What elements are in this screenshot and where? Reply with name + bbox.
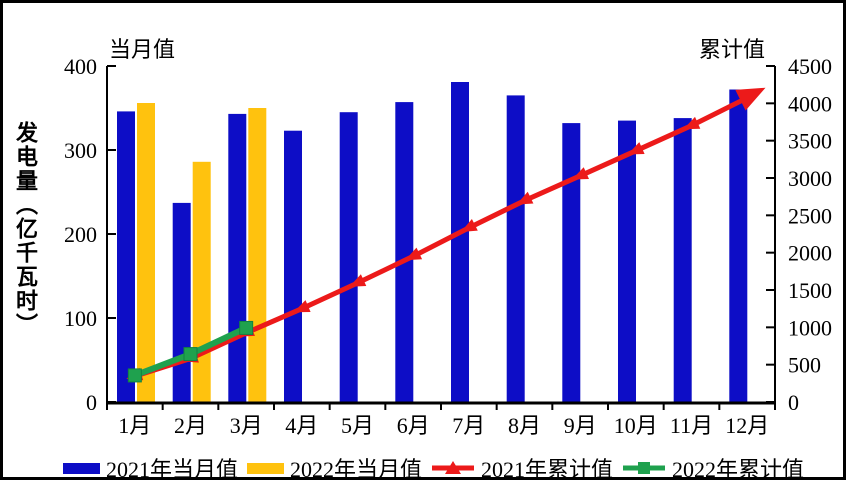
marker-2022年累计值-3月	[239, 320, 254, 335]
right-axis-tick-label: 0	[788, 390, 799, 415]
bar-2021年当月值-9月	[562, 123, 581, 402]
bar-2022年当月值-3月	[248, 108, 267, 402]
bar-2022年当月值-2月	[192, 161, 211, 402]
legend-label-2022-cumulative: 2022年累计值	[672, 457, 805, 480]
x-axis-label-3月: 3月	[230, 413, 263, 438]
left-axis-tick-label: 400	[64, 54, 97, 79]
right-axis-tick-label: 1500	[788, 278, 832, 303]
x-axis-label-7月: 7月	[452, 413, 485, 438]
left-axis-tick-label: 200	[64, 222, 97, 247]
legend-item-2022-monthly: 2022年当月值	[247, 452, 423, 480]
bar-2021年当月值-5月	[339, 112, 358, 402]
legend-label-2021-cumulative: 2021年累计值	[481, 457, 614, 480]
right-axis-tick-label: 1000	[788, 315, 832, 340]
bar-2021年当月值-6月	[395, 102, 414, 402]
x-axis-label-5月: 5月	[341, 413, 374, 438]
right-axis-header: 累计值	[699, 37, 766, 62]
legend-swatch-2021-cumulative	[431, 460, 475, 476]
right-axis-tick-label: 3000	[788, 166, 832, 191]
bar-2021年当月值-3月	[228, 113, 247, 403]
marker-2021年累计值-7月	[460, 219, 478, 232]
x-axis-label-1月: 1月	[118, 413, 151, 438]
bar-2022年当月值-1月	[137, 103, 155, 402]
marker-2021年累计值-9月	[571, 167, 589, 180]
marker-2022年累计值-2月	[183, 347, 198, 362]
right-axis-tick-label: 4000	[788, 91, 832, 116]
combo-chart-canvas: 0100200300400050010001500200025003000350…	[64, 54, 832, 438]
marker-2021年累计值-4月	[293, 300, 311, 313]
legend-swatch-2022-monthly	[247, 462, 285, 474]
marker-2021年累计值-5月	[349, 274, 367, 287]
legend-swatch-2022-cumulative	[622, 460, 666, 476]
right-axis-tick-label: 4500	[788, 54, 832, 79]
bar-2021年当月值-8月	[506, 95, 525, 403]
legend-label-2022-monthly: 2022年当月值	[290, 457, 423, 480]
x-axis-label-4月: 4月	[285, 413, 318, 438]
legend: 2021年当月值 2022年当月值 2021年累计值 2022年累计值	[63, 452, 839, 480]
left-axis-tick-label: 0	[86, 390, 97, 415]
legend-label-2021-monthly: 2021年当月值	[106, 457, 239, 480]
bar-2021年当月值-7月	[451, 82, 469, 402]
marker-2021年累计值-8月	[516, 191, 534, 205]
x-axis-label-2月: 2月	[174, 413, 207, 438]
left-axis-tick-label: 100	[64, 306, 97, 331]
right-axis-tick-label: 3500	[788, 129, 832, 154]
bar-2021年当月值-2月	[172, 202, 191, 402]
right-axis-tick-label: 2000	[788, 241, 832, 266]
right-axis-tick-label: 2500	[788, 203, 832, 228]
x-axis-label-6月: 6月	[397, 413, 430, 438]
marker-2021年累计值-10月	[627, 142, 645, 155]
marker-2021年累计值-6月	[405, 247, 423, 261]
x-axis-label-9月: 9月	[564, 413, 597, 438]
x-axis-label-11月: 11月	[670, 413, 713, 438]
legend-swatch-2021-monthly	[63, 462, 100, 474]
legend-item-2021-monthly: 2021年当月值	[63, 452, 239, 480]
marker-2021年累计值-11月	[683, 116, 701, 130]
right-axis-tick-label: 500	[788, 353, 821, 378]
left-axis-header: 当月值	[109, 37, 176, 62]
bar-2021年当月值-10月	[618, 120, 636, 402]
x-axis-label-8月: 8月	[508, 413, 541, 438]
y-axis-title: 发电量（亿千瓦时）	[13, 121, 38, 337]
bar-2021年当月值-12月	[729, 89, 748, 402]
x-axis-label-10月: 10月	[614, 413, 658, 438]
marker-2022年累计值-1月	[127, 368, 142, 383]
bar-2021年当月值-4月	[284, 130, 302, 402]
x-axis-label-12月: 12月	[725, 413, 769, 438]
legend-item-2021-cumulative: 2021年累计值	[431, 452, 614, 480]
bar-2021年当月值-11月	[673, 118, 692, 402]
legend-item-2022-cumulative: 2022年累计值	[622, 452, 805, 480]
marker-arrow-2021年累计值-12月	[735, 87, 766, 111]
line-2021年累计值	[134, 95, 749, 379]
left-axis-tick-label: 300	[64, 138, 97, 163]
bar-2021年当月值-1月	[117, 111, 135, 403]
